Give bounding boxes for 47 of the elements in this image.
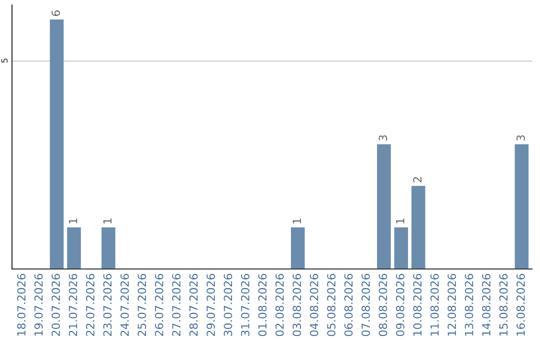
x-tick-label: 13.08.2026 bbox=[464, 274, 474, 336]
data-label: 1 bbox=[396, 218, 404, 224]
x-tick-label: 23.07.2026 bbox=[103, 274, 112, 336]
x-tick-label: 28.07.2026 bbox=[189, 274, 198, 336]
data-label: 1 bbox=[68, 218, 78, 224]
x-tick-label: 31.07.2026 bbox=[240, 274, 250, 336]
x-tick-label: 27.07.2026 bbox=[172, 274, 181, 336]
x-tick-label: 05.08.2026 bbox=[327, 274, 336, 336]
data-label: 3 bbox=[378, 135, 388, 141]
bar bbox=[50, 20, 64, 269]
x-tick-label: 04.08.2026 bbox=[310, 274, 318, 336]
bar bbox=[411, 186, 426, 269]
data-label: 3 bbox=[516, 135, 525, 141]
x-tick-label: 19.07.2026 bbox=[34, 274, 43, 336]
data-label: 2 bbox=[413, 177, 422, 182]
bar bbox=[67, 227, 81, 269]
x-tick-label: 12.08.2026 bbox=[448, 274, 456, 336]
x-tick-label: 06.08.2026 bbox=[344, 274, 353, 336]
bar bbox=[290, 227, 305, 269]
x-tick-label: 01.08.2026 bbox=[258, 274, 267, 336]
x-tick-label: 21.07.2026 bbox=[68, 274, 78, 336]
x-tick-label: 07.08.2026 bbox=[362, 274, 370, 336]
bar bbox=[394, 227, 408, 269]
x-tick-label: 26.07.2026 bbox=[154, 274, 164, 336]
x-tick-label: 11.08.2026 bbox=[430, 274, 439, 336]
x-tick-label: 30.07.2026 bbox=[224, 274, 232, 336]
x-tick-label: 15.08.2026 bbox=[499, 274, 508, 336]
x-tick-label: 18.07.2026 bbox=[17, 274, 26, 336]
x-tick-label: 24.07.2026 bbox=[120, 274, 129, 336]
x-tick-label: 22.07.2026 bbox=[86, 274, 94, 336]
x-tick-label: 29.07.2026 bbox=[206, 274, 215, 336]
x-tick-label: 10.08.2026 bbox=[413, 274, 422, 336]
x-tick-label: 16.08.2026 bbox=[516, 274, 525, 336]
x-tick-label: 20.07.2026 bbox=[52, 274, 60, 336]
data-label: 1 bbox=[292, 218, 301, 224]
data-label: 1 bbox=[103, 218, 112, 224]
bar bbox=[514, 144, 529, 269]
y-tick-label: 5 bbox=[1, 58, 8, 63]
bar bbox=[102, 227, 116, 269]
x-tick-label: 03.08.2026 bbox=[292, 274, 302, 336]
x-tick-label: 14.08.2026 bbox=[482, 274, 490, 336]
x-tick-label: 02.08.2026 bbox=[275, 274, 284, 336]
bar bbox=[377, 144, 391, 269]
x-tick-label: 08.08.2026 bbox=[378, 274, 388, 336]
x-tick-label: 09.08.2026 bbox=[396, 274, 404, 336]
data-label: 6 bbox=[52, 10, 60, 16]
x-tick-label: 25.07.2026 bbox=[138, 274, 146, 336]
